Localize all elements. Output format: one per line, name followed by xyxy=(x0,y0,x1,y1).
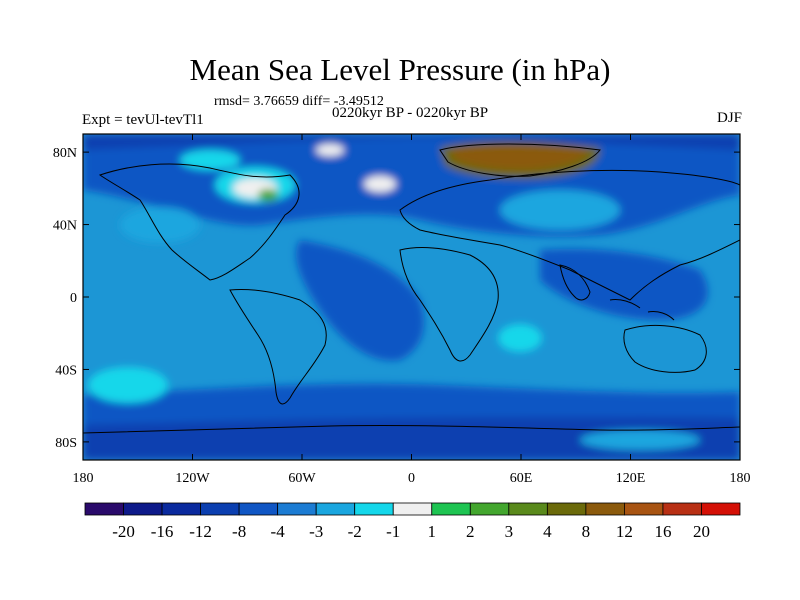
lon-tick-label: 60E xyxy=(510,471,533,486)
subtitle-label: 0220kyr BP - 0220kyr BP xyxy=(331,105,489,121)
colorbar-box xyxy=(277,502,317,516)
stats-label: rmsd= 3.76659 diff= -3.49512 xyxy=(214,94,384,109)
colorbar-labels: -20 -16 -12 -8 -4 -3 -2 -1 1 2 3 4 8 12 16 20 xyxy=(112,522,710,541)
colorbar-box xyxy=(315,502,356,516)
colorbar-label: -8 xyxy=(232,522,246,541)
lat-tick-label: 80N xyxy=(53,146,77,161)
lat-tick-label: 40N xyxy=(53,219,77,234)
lon-tick-label: 180 xyxy=(73,471,94,486)
colorbar-label: 3 xyxy=(505,522,514,541)
colorbar-label: 8 xyxy=(582,522,591,541)
lat-tick-label: 0 xyxy=(70,291,77,306)
colorbar-label: -1 xyxy=(386,522,400,541)
plot-title: Mean Sea Level Pressure (in hPa) xyxy=(189,52,611,87)
colorbar-label: -20 xyxy=(112,522,135,541)
colorbar-box xyxy=(84,502,124,516)
pressure-fields xyxy=(83,134,740,460)
colorbar-box xyxy=(392,502,433,516)
colorbar-label: -3 xyxy=(309,522,323,541)
coastlines xyxy=(83,143,740,434)
colorbar-box xyxy=(662,502,702,516)
experiment-label: Expt = tevUl-tevTl1 xyxy=(82,112,204,128)
colorbar-label: -12 xyxy=(189,522,212,541)
lon-tick-label: 60W xyxy=(288,471,316,486)
latitude-ticks: 80N 40N 0 40S 80S xyxy=(53,146,740,451)
lat-tick-label: 80S xyxy=(55,436,77,451)
longitude-ticks: 180 120W 60W 0 60E 120E 180 xyxy=(73,134,751,486)
colorbar-box xyxy=(585,502,625,516)
colorbar-label: 2 xyxy=(466,522,475,541)
colorbar-label: 1 xyxy=(428,522,437,541)
lon-tick-label: 180 xyxy=(730,471,751,486)
lon-tick-label: 120E xyxy=(616,471,646,486)
colorbar-label: -2 xyxy=(348,522,362,541)
colorbar-box xyxy=(354,502,394,516)
colorbar-label: 20 xyxy=(693,522,710,541)
colorbar-box xyxy=(431,502,471,516)
colorbar-box xyxy=(624,502,664,516)
colorbar-label: 12 xyxy=(616,522,633,541)
colorbar-box xyxy=(469,502,510,516)
colorbar-box xyxy=(238,502,279,516)
lon-tick-label: 0 xyxy=(408,471,415,486)
colorbar-label: -16 xyxy=(151,522,174,541)
colorbar-label: 16 xyxy=(654,522,671,541)
colorbar-box xyxy=(123,502,163,516)
colorbar-label: 4 xyxy=(543,522,552,541)
colorbar-box xyxy=(200,502,240,516)
lat-tick-label: 40S xyxy=(55,363,77,378)
colorbar-boxes xyxy=(84,502,741,516)
season-label: DJF xyxy=(716,110,742,126)
lon-tick-label: 120W xyxy=(175,471,210,486)
colorbar-box xyxy=(701,502,741,516)
colorbar-box xyxy=(546,502,587,516)
colorbar-box xyxy=(161,502,201,516)
colorbar-label: -4 xyxy=(271,522,286,541)
colorbar-box xyxy=(508,502,548,516)
